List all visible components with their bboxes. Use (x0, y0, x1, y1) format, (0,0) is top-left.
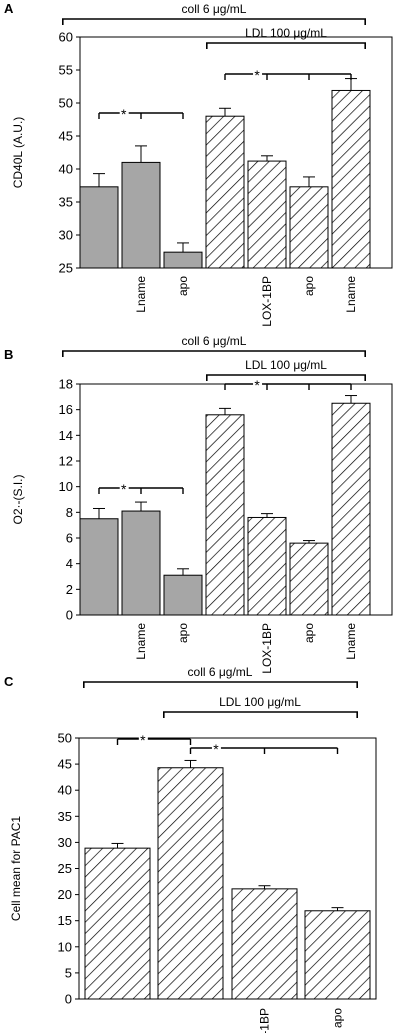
y-tick-label: 50 (59, 96, 73, 111)
y-tick-label: 35 (58, 809, 72, 824)
x-category-label: Lname (134, 276, 148, 313)
y-axis-label: O2·-(S.I.) (11, 474, 25, 524)
y-tick-label: 50 (58, 731, 72, 746)
x-category-label: apo (331, 1008, 345, 1028)
y-tick-label: 55 (59, 63, 73, 78)
star-bg (253, 69, 263, 79)
bar (157, 767, 224, 1000)
group-label: LDL 100 μg/mL (219, 695, 301, 709)
x-category-label: Lname (344, 276, 358, 313)
star-bg (253, 379, 263, 389)
bar (247, 516, 287, 616)
x-category-label: apo (176, 276, 190, 296)
x-category-label: LOX-1BP (260, 623, 274, 674)
chart-panel-b: B 0 2 4 6 8 10 12 14 16 18 O2·-(S.I.) Lname apo LOX-1B… (4, 334, 393, 674)
y-tick-label: 20 (58, 887, 72, 902)
x-category-label: apo (176, 623, 190, 643)
y-tick-label: 40 (58, 783, 72, 798)
y-tick-label: 2 (66, 582, 73, 597)
significance-star: * (121, 106, 127, 122)
group-label: LDL 100 μg/mL (245, 26, 327, 40)
significance-star: * (213, 741, 219, 757)
significance-star: * (140, 732, 146, 748)
significance-star: * (121, 481, 127, 497)
star-bg (119, 108, 129, 118)
panel-letter: B (4, 347, 13, 362)
bar (331, 89, 371, 269)
chart-panel-c: C 0 5 10 15 20 25 30 35 40 45 50 Cell mean for PAC1 L… (4, 665, 377, 1033)
y-tick-label: 8 (66, 505, 73, 520)
y-tick-label: 0 (65, 992, 72, 1007)
bar (231, 888, 298, 1000)
bar (304, 910, 371, 1000)
y-tick-label: 12 (59, 454, 73, 469)
y-tick-label: 35 (59, 195, 73, 210)
y-axis-label: Cell mean for PAC1 (9, 816, 23, 921)
y-tick-label: 5 (65, 965, 72, 980)
y-tick-label: 45 (58, 757, 72, 772)
bar (121, 510, 161, 616)
significance-star: * (254, 67, 260, 83)
y-tick-label: 45 (59, 129, 73, 144)
star-bg (138, 734, 148, 744)
panel-letter: C (4, 674, 14, 689)
x-category-label: Lname (344, 623, 358, 660)
significance-star: * (254, 377, 260, 393)
y-tick-label: 25 (58, 861, 72, 876)
y-tick-label: 14 (59, 428, 73, 443)
group-label: coll 6 μg/mL (188, 665, 253, 679)
bar (331, 402, 371, 616)
chart-panel-a: A 25 30 35 40 45 50 55 60 CD40L (A.U.) Lname apo LOX… (4, 1, 393, 327)
x-category-label: apo (302, 276, 316, 296)
bar (121, 161, 161, 269)
y-tick-label: 6 (66, 531, 73, 546)
group-label: coll 6 μg/mL (182, 334, 247, 348)
panel-letter: A (4, 1, 14, 16)
bar (84, 847, 151, 1000)
x-category-label: LOX-1BP (260, 276, 274, 327)
y-axis-label: CD40L (A.U.) (11, 117, 25, 189)
y-tick-label: 18 (59, 377, 73, 392)
y-tick-label: 30 (59, 228, 73, 243)
bar (247, 160, 287, 269)
y-tick-label: 10 (59, 479, 73, 494)
y-tick-label: 25 (59, 261, 73, 276)
bar (205, 414, 245, 616)
group-label: coll 6 μg/mL (182, 2, 247, 16)
y-tick-label: 16 (59, 402, 73, 417)
x-category-label: LOX-1BP (258, 1008, 272, 1033)
y-tick-label: 40 (59, 162, 73, 177)
star-bg (119, 483, 129, 493)
x-category-label: Lname (134, 623, 148, 660)
bar (289, 186, 329, 269)
bar (79, 186, 119, 269)
y-tick-label: 0 (66, 608, 73, 623)
bar (289, 542, 329, 616)
y-tick-label: 10 (58, 939, 72, 954)
y-tick-label: 60 (59, 30, 73, 45)
bar (163, 251, 203, 269)
y-tick-label: 30 (58, 835, 72, 850)
x-category-label: apo (302, 623, 316, 643)
bar (205, 115, 245, 269)
bar (79, 518, 119, 616)
star-bg (211, 743, 221, 753)
group-label: LDL 100 μg/mL (245, 358, 327, 372)
bar (163, 574, 203, 616)
y-tick-label: 15 (58, 913, 72, 928)
y-tick-label: 4 (66, 556, 73, 571)
